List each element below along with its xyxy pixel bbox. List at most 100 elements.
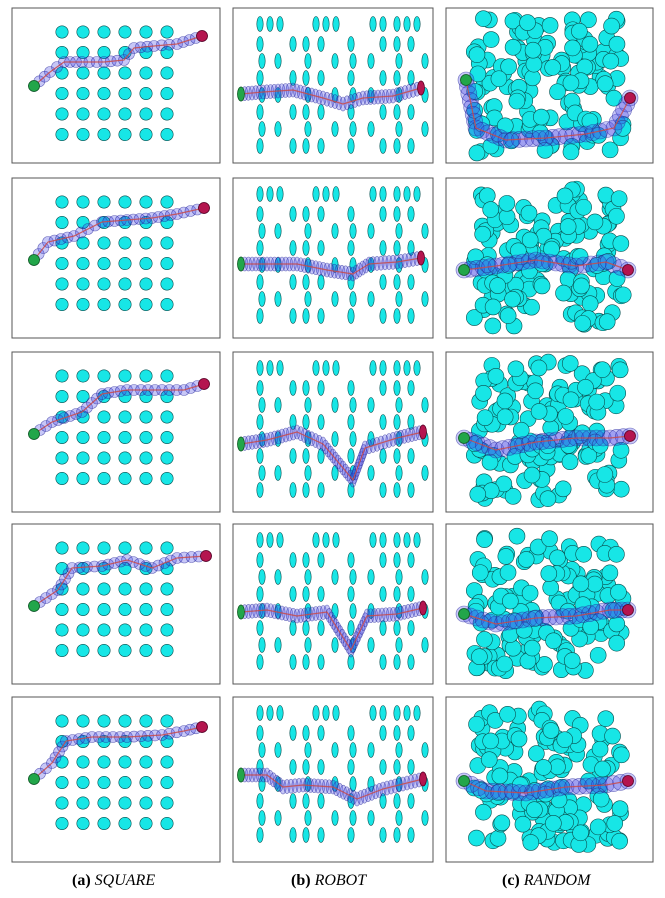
obstacle: [118, 66, 132, 80]
obstacle: [55, 45, 69, 59]
obstacle: [55, 25, 69, 39]
obstacle: [379, 186, 387, 202]
obstacle: [395, 291, 403, 307]
obstacle: [258, 810, 266, 826]
obstacle: [407, 725, 415, 741]
obstacle: [556, 187, 574, 205]
obstacle: [581, 295, 599, 312]
obstacle: [76, 796, 90, 810]
obstacle: [289, 104, 297, 120]
obstacle: [421, 465, 429, 481]
obstacle: [572, 824, 589, 842]
obstacle: [540, 565, 558, 582]
obstacle: [379, 380, 387, 396]
obstacle: [304, 397, 312, 413]
start-marker: [460, 74, 472, 86]
obstacle: [304, 569, 312, 585]
obstacle: [367, 637, 375, 653]
trajectory-path: [240, 431, 424, 482]
obstacle: [393, 705, 401, 721]
obstacle: [612, 235, 630, 252]
obstacle: [393, 620, 401, 636]
obstacle: [258, 397, 266, 413]
obstacle: [521, 584, 539, 602]
obstacle: [302, 620, 310, 636]
obstacle: [393, 70, 401, 86]
trajectory-path: [241, 774, 424, 800]
obstacle: [608, 545, 625, 563]
obstacle: [393, 414, 401, 430]
obstacle: [289, 414, 297, 430]
obstacle: [403, 532, 411, 548]
obstacle: [347, 36, 355, 52]
obstacle: [304, 223, 312, 239]
start-marker: [237, 604, 245, 620]
obstacle: [475, 10, 492, 27]
obstacle: [139, 431, 153, 445]
obstacle: [266, 705, 274, 721]
obstacle: [256, 138, 264, 154]
obstacle: [160, 796, 174, 810]
obstacle: [332, 705, 340, 721]
obstacle: [312, 360, 320, 376]
trajectory-path: [240, 87, 422, 105]
panel-robot-1: [232, 7, 434, 164]
obstacle: [256, 482, 264, 498]
obstacle: [407, 308, 415, 324]
obstacle: [289, 274, 297, 290]
obstacle: [596, 75, 614, 92]
obstacle: [347, 414, 355, 430]
obstacle: [304, 465, 312, 481]
obstacle: [421, 53, 429, 69]
obstacle: [535, 759, 552, 776]
obstacle: [317, 552, 325, 568]
obstacle: [97, 776, 111, 790]
obstacle: [256, 274, 264, 290]
obstacle: [139, 714, 153, 728]
obstacle: [612, 441, 630, 459]
obstacle: [555, 284, 572, 302]
obstacle: [575, 198, 592, 216]
obstacle: [393, 360, 401, 376]
obstacle: [379, 759, 387, 775]
obstacle: [499, 307, 517, 324]
obstacle: [97, 451, 111, 465]
obstacle: [274, 223, 282, 239]
obstacle: [393, 482, 401, 498]
obstacle: [530, 403, 548, 420]
panel-frame: [11, 351, 221, 513]
obstacle: [499, 564, 517, 581]
obstacle: [317, 586, 325, 602]
obstacle: [541, 530, 558, 547]
obstacle: [332, 532, 340, 548]
obstacle: [562, 391, 580, 409]
obstacle: [76, 541, 90, 555]
obstacle: [407, 380, 415, 396]
obstacle: [523, 466, 541, 484]
obstacle: [289, 793, 297, 809]
obstacle: [481, 453, 499, 471]
obstacle: [322, 16, 330, 32]
obstacle: [289, 240, 297, 256]
trajectory-path: [33, 383, 205, 435]
start-marker: [237, 86, 245, 102]
obstacle: [160, 195, 174, 209]
obstacle: [367, 291, 375, 307]
obstacle: [76, 298, 90, 312]
obstacle: [289, 380, 297, 396]
obstacle: [403, 186, 411, 202]
obstacle: [139, 66, 153, 80]
panel-frame: [232, 7, 434, 164]
obstacle: [256, 308, 264, 324]
obstacle: [611, 800, 629, 817]
obstacle: [289, 827, 297, 843]
obstacle: [526, 801, 543, 819]
obstacle: [586, 575, 604, 593]
obstacle: [571, 22, 588, 40]
obstacle: [55, 298, 69, 312]
obstacle: [258, 121, 266, 137]
obstacle: [561, 355, 579, 372]
obstacle: [554, 480, 572, 498]
caption-label-c: (c): [502, 872, 520, 889]
obstacle: [304, 53, 312, 69]
